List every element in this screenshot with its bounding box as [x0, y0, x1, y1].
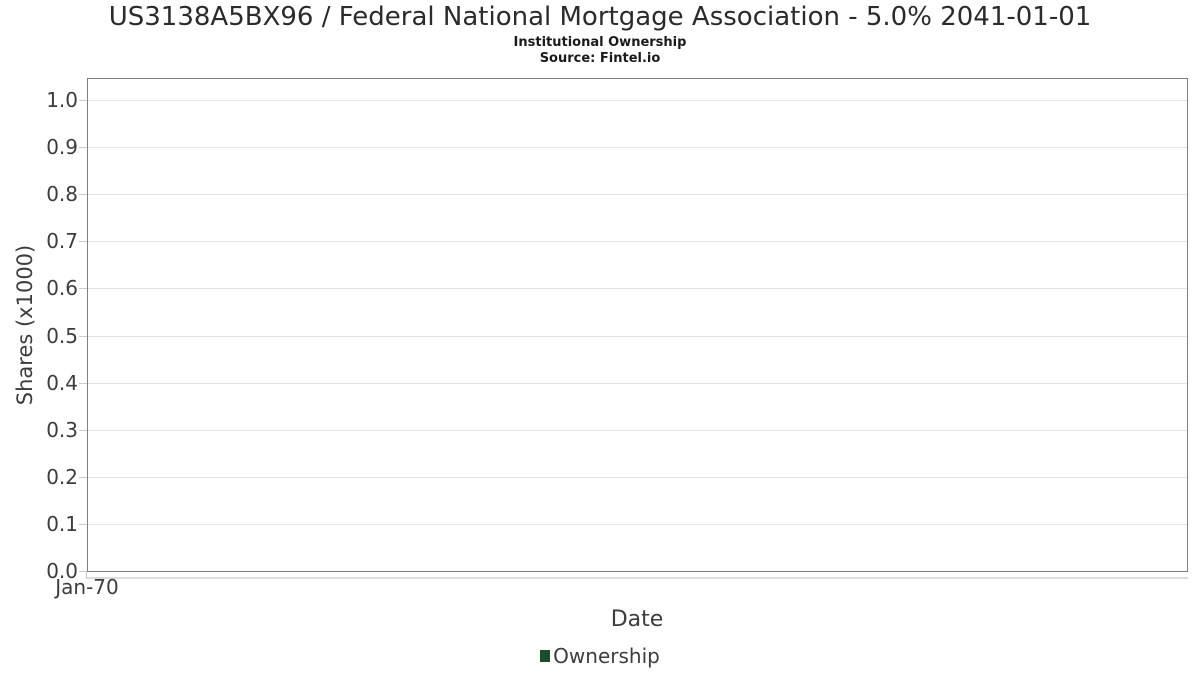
y-tick-mark-0.5 — [79, 335, 87, 337]
legend-marker-square — [540, 650, 551, 662]
y-tick-label-0.0: 0.0 — [46, 559, 78, 583]
y-tick-label-0.4: 0.4 — [46, 370, 78, 395]
y-tick-label-0.9: 0.9 — [46, 135, 78, 160]
gridline-0.2 — [88, 476, 1187, 478]
x-tick-label: Jan-70 — [55, 575, 119, 599]
y-tick-label-0.7: 0.7 — [46, 229, 78, 254]
y-tick-mark-0.0 — [79, 571, 87, 572]
x-axis-line — [87, 577, 1188, 579]
gridline-0.3 — [88, 429, 1187, 431]
x-tick-mark — [86, 572, 87, 579]
chart-source-note: Source: Fintel.io — [539, 51, 661, 66]
gridline-0.4 — [88, 382, 1187, 384]
y-tick-label-0.5: 0.5 — [46, 323, 78, 348]
chart-title: US3138A5BX96 / Federal National Mortgage… — [108, 2, 1092, 32]
gridline-0.8 — [88, 194, 1187, 196]
chart-subtitle: Institutional Ownership — [513, 35, 687, 50]
y-tick-label-0.1: 0.1 — [46, 511, 78, 536]
y-tick-mark-0.1 — [79, 523, 87, 525]
gridline-0.9 — [88, 147, 1187, 149]
y-tick-label-0.6: 0.6 — [46, 276, 78, 301]
legend: Ownership — [0, 644, 1200, 668]
y-tick-mark-0.6 — [79, 288, 87, 290]
gridline-0.1 — [88, 523, 1187, 525]
gridline-0.5 — [88, 335, 1187, 337]
gridline-0.7 — [88, 241, 1187, 243]
plot-area — [87, 78, 1188, 572]
x-axis-label: Date — [610, 607, 664, 632]
y-tick-label-0.8: 0.8 — [46, 182, 78, 207]
y-tick-mark-0.3 — [79, 429, 87, 431]
y-tick-mark-0.4 — [79, 382, 87, 384]
y-tick-mark-0.8 — [79, 194, 87, 196]
y-tick-mark-0.9 — [79, 147, 87, 149]
y-tick-mark-0.2 — [79, 476, 87, 478]
gridline-1.0 — [88, 100, 1187, 101]
y-tick-mark-0.7 — [79, 241, 87, 243]
gridline-0.6 — [88, 288, 1187, 290]
y-tick-label-0.2: 0.2 — [46, 464, 78, 489]
y-tick-label-1.0: 1.0 — [46, 88, 78, 112]
y-tick-label-0.3: 0.3 — [46, 417, 78, 442]
legend-label: Ownership — [553, 644, 660, 668]
y-tick-mark-1.0 — [79, 100, 87, 101]
